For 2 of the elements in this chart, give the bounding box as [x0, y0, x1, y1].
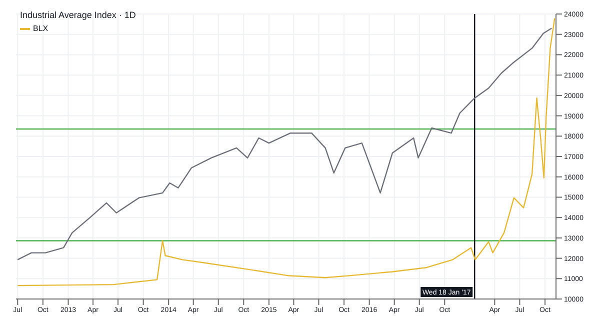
- legend-label: BLX: [33, 24, 48, 33]
- chart-title: Industrial Average Index · 1D: [20, 10, 136, 20]
